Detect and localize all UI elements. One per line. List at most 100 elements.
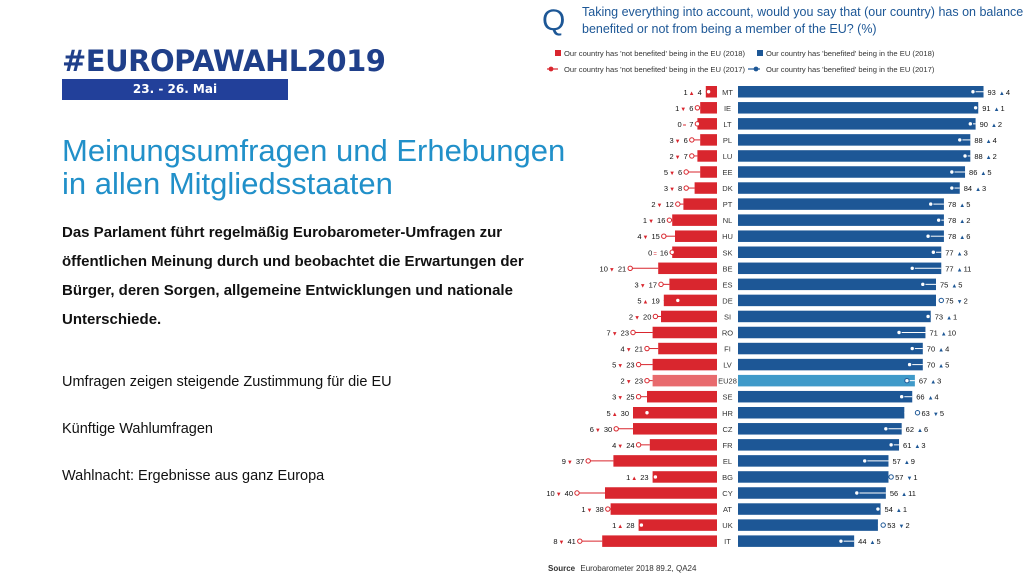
value-benefited-sk: 77 <box>945 248 953 257</box>
change-not-benefited-si: 2 <box>629 312 633 321</box>
trend-icon-not-benefited-hu: ▼ <box>643 235 649 241</box>
trend-icon-benefited-at: ▲ <box>896 508 902 514</box>
value-not-benefited-cz: 30 <box>604 425 612 434</box>
marker-dot-not-benefited-2017-lt <box>694 121 701 127</box>
change-benefited-pt: 5 <box>966 200 970 209</box>
change-not-benefited-it: 8 <box>553 537 557 546</box>
value-not-benefited-it: 41 <box>567 537 575 546</box>
marker-dot-not-benefited-2017-lu <box>689 153 695 159</box>
value-benefited-lu: 88 <box>974 152 982 161</box>
change-benefited-cy: 11 <box>908 489 916 498</box>
value-not-benefited-es: 17 <box>649 280 657 289</box>
value-label-not-benefited-uk: 1▲ 28 <box>612 521 634 530</box>
change-benefited-nl: 2 <box>966 216 970 225</box>
country-label-pt: PT <box>723 200 733 209</box>
value-label-benefited-mt: 93 ▲4 <box>988 88 1010 97</box>
logo-date-band: 23. - 26. Mai <box>62 79 288 100</box>
trend-icon-benefited-mt: ▲ <box>999 91 1005 97</box>
bar-not-benefited-de <box>663 294 717 307</box>
bar-not-benefited-bg <box>652 471 717 483</box>
country-label-si: SI <box>724 312 731 321</box>
value-benefited-ee: 86 <box>969 168 977 177</box>
value-label-benefited-at: 54 ▲1 <box>885 505 907 514</box>
trend-icon-not-benefited-it: ▼ <box>559 540 565 546</box>
trend-icon-not-benefited-sk: = <box>653 251 657 257</box>
value-label-benefited-lt: 90 ▲2 <box>980 120 1002 129</box>
trend-icon-not-benefited-si: ▼ <box>634 315 640 321</box>
bar-benefited-si <box>738 310 931 323</box>
bar-benefited-ee <box>738 166 966 178</box>
country-label-hu: HU <box>722 232 733 241</box>
bar-benefited-it <box>738 535 855 547</box>
marker-dot-not-benefited-2017-at <box>605 506 611 512</box>
value-not-benefited-ee: 6 <box>678 168 682 177</box>
bar-benefited-bg <box>738 471 889 483</box>
value-label-not-benefited-sk: 0= 16 <box>648 248 668 257</box>
change-not-benefited-eu28: 2 <box>621 377 625 386</box>
bar-not-benefited-dk <box>694 182 717 194</box>
legend-dot-not-benefited-2017 <box>548 66 554 72</box>
value-label-benefited-bg: 57 ▼1 <box>895 473 917 482</box>
value-not-benefited-lt: 7 <box>689 120 693 129</box>
trend-icon-not-benefited-lv: ▼ <box>617 364 623 370</box>
trend-icon-benefited-it: ▲ <box>870 540 876 546</box>
change-benefited-fr: 3 <box>921 441 925 450</box>
country-label-hr: HR <box>722 409 733 418</box>
country-label-cy: CY <box>722 489 732 498</box>
bar-benefited-es <box>738 278 936 291</box>
marker-dot-benefited-2017-lv <box>906 361 913 368</box>
country-label-lu: LU <box>723 152 733 161</box>
value-label-not-benefited-ie: 1▼ 6 <box>675 104 693 113</box>
value-not-benefited-hr: 30 <box>621 409 629 418</box>
marker-dot-not-benefited-2017-sk <box>669 249 675 255</box>
change-not-benefited-ro: 7 <box>607 329 611 338</box>
value-label-benefited-uk: 53 ▼2 <box>887 521 909 530</box>
value-label-benefited-ie: 91 ▲1 <box>982 104 1004 113</box>
value-label-benefited-be: 77 ▲11 <box>945 264 971 273</box>
change-benefited-ee: 5 <box>987 168 991 177</box>
value-not-benefited-mt: 4 <box>698 88 702 97</box>
trend-icon-benefited-hu: ▲ <box>959 235 965 241</box>
value-not-benefited-lu: 7 <box>684 152 688 161</box>
bar-not-benefited-uk <box>638 519 717 531</box>
change-not-benefited-mt: 1 <box>684 88 688 97</box>
chart-question-mark: Q <box>542 4 565 37</box>
trend-icon-benefited-ee: ▲ <box>980 171 986 177</box>
bar-benefited-de <box>738 294 936 307</box>
value-label-not-benefited-si: 2▼ 20 <box>629 312 651 321</box>
trend-icon-not-benefited-se: ▼ <box>617 396 623 402</box>
value-benefited-hr: 63 <box>922 409 930 418</box>
value-not-benefited-eu28: 23 <box>635 377 643 386</box>
value-label-benefited-dk: 84 ▲3 <box>964 184 986 193</box>
bar-benefited-uk <box>738 519 878 531</box>
marker-dot-benefited-2017-ro <box>896 329 902 336</box>
country-label-uk: UK <box>722 521 732 530</box>
link-future-polls[interactable]: Künftige Wahlumfragen <box>62 421 213 437</box>
link-rising-approval[interactable]: Umfragen zeigen steigende Zustimmung für… <box>62 374 392 390</box>
trend-icon-benefited-nl: ▲ <box>959 219 965 225</box>
value-benefited-se: 66 <box>916 393 924 402</box>
marker-dot-not-benefited-2017-uk <box>638 522 645 528</box>
marker-dot-benefited-2017-fr <box>888 442 894 448</box>
change-not-benefited-es: 3 <box>635 280 639 289</box>
value-not-benefited-sk: 16 <box>660 248 668 257</box>
chart-title-line-2: benefited or not from being a member of … <box>582 22 877 36</box>
change-benefited-se: 4 <box>935 393 939 402</box>
link-election-night[interactable]: Wahlnacht: Ergebnisse aus ganz Europa <box>62 468 325 484</box>
value-label-benefited-si: 73 ▲1 <box>935 312 957 321</box>
value-label-not-benefited-lt: 0= 7 <box>678 120 694 129</box>
value-not-benefited-nl: 16 <box>657 216 665 225</box>
marker-dot-benefited-2017-be <box>909 265 915 271</box>
value-label-benefited-cy: 56 ▲11 <box>890 489 916 498</box>
value-benefited-fi: 70 <box>927 345 935 354</box>
bar-benefited-at <box>738 503 881 515</box>
marker-dot-not-benefited-2017-de <box>675 297 681 304</box>
value-label-not-benefited-it: 8▼ 41 <box>553 537 575 546</box>
marker-dot-not-benefited-2017-be <box>627 265 633 271</box>
change-not-benefited-el: 9 <box>562 457 566 466</box>
bar-not-benefited-fi <box>658 342 717 355</box>
value-label-benefited-de: 75 ▼2 <box>945 296 967 305</box>
bar-not-benefited-hu <box>675 230 717 242</box>
bar-not-benefited-eu28 <box>652 374 717 387</box>
